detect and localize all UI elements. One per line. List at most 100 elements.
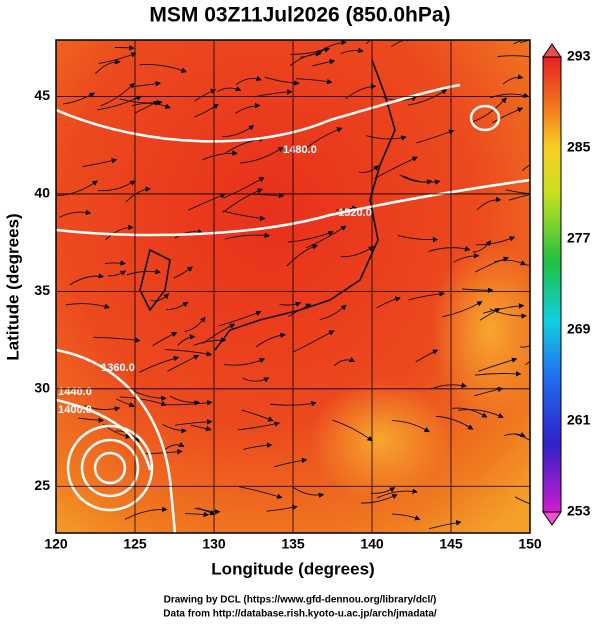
plot-field: 1480.0 1520.0 1440.0 1400.0 1360.0 [56, 40, 530, 533]
y-tick-label: 30 [34, 380, 50, 396]
streamline [476, 196, 502, 211]
streamline [105, 224, 134, 240]
colorbar-tick-label: 285 [567, 139, 591, 155]
colorbar-tick-label: 277 [567, 230, 591, 246]
contour [80, 438, 140, 498]
streamline [166, 301, 189, 311]
streamline [296, 78, 333, 85]
contour [93, 451, 127, 485]
y-tick-label: 45 [34, 87, 50, 103]
colorbar-tick-label: 269 [567, 321, 591, 337]
colorbar-extend [542, 43, 562, 58]
streamline [365, 40, 372, 45]
streamline [392, 513, 421, 521]
colorbar-tick-label: 293 [567, 48, 591, 64]
streamline [184, 316, 206, 332]
colorbar-tick-label: 261 [567, 412, 591, 428]
streamline [332, 419, 373, 442]
streamline [124, 506, 168, 520]
streamline [190, 424, 212, 432]
streamline [243, 442, 273, 450]
streamline [390, 40, 413, 48]
streamline [514, 496, 530, 505]
streamline [397, 235, 439, 243]
streamline [167, 354, 200, 372]
contour-label: 1480.0 [283, 144, 317, 156]
streamline [429, 520, 462, 530]
credit: Drawing by DCL (https://www.gfd-dennou.o… [164, 595, 437, 606]
streamline [194, 103, 219, 118]
streamline [173, 266, 193, 279]
streamline [138, 355, 180, 373]
coastline [139, 248, 171, 312]
streamline [77, 417, 105, 423]
streamline [502, 74, 524, 85]
streamline [408, 89, 447, 106]
streamline [489, 308, 527, 319]
streamline [358, 165, 379, 173]
streamline [306, 225, 347, 249]
streamline [505, 189, 530, 195]
x-tick-label: 135 [281, 536, 305, 552]
streamline [453, 252, 480, 263]
contour [56, 348, 177, 533]
streamline [119, 98, 163, 106]
streamline [478, 357, 518, 372]
streamline [188, 193, 226, 211]
streamline [470, 97, 507, 123]
contour-label: 1360.0 [101, 362, 135, 374]
streamline [461, 287, 494, 293]
title: MSM 03Z11Jul2026 (850.0hPa) [149, 4, 450, 27]
streamline [492, 107, 524, 124]
streamline [475, 236, 516, 246]
streamline [142, 449, 183, 455]
streamline [97, 95, 142, 111]
credit: Data from http://database.rish.kyoto-u.a… [163, 609, 437, 620]
streamline [279, 301, 302, 307]
streamline [100, 82, 135, 107]
streamline [139, 63, 187, 73]
streamline [497, 55, 530, 58]
contour [66, 424, 154, 512]
streamline [126, 268, 161, 276]
streamline [218, 310, 262, 327]
streamline [221, 125, 255, 138]
contour [469, 104, 501, 132]
streamline [116, 398, 135, 408]
streamline [150, 293, 169, 302]
streamline [508, 193, 530, 201]
y-tick-label: 35 [34, 282, 50, 298]
streamline [197, 507, 221, 515]
streamline [216, 86, 242, 93]
streamline [319, 304, 347, 321]
streamline [177, 334, 196, 346]
streamline [84, 405, 121, 412]
streamline [237, 421, 280, 431]
streamline [93, 336, 141, 343]
y-axis-label: Latitude (degrees) [3, 213, 22, 360]
contour-label: 1440.0 [58, 386, 92, 398]
streamline [360, 494, 398, 504]
streamline [333, 357, 356, 367]
streamline [494, 259, 527, 266]
streamline [442, 301, 483, 318]
x-tick-label: 125 [123, 536, 147, 552]
colorbar-tick-label: 253 [567, 503, 591, 519]
streamline [408, 291, 445, 301]
streamline [239, 146, 284, 164]
streamline [416, 129, 455, 144]
x-tick-label: 150 [518, 536, 542, 552]
streamline [274, 457, 308, 468]
streamline [266, 504, 298, 512]
streamline [391, 420, 430, 433]
streamline [430, 382, 467, 390]
contour-label: 1400.0 [58, 404, 92, 416]
streamline [415, 349, 439, 363]
streamline [312, 59, 336, 67]
streamline [399, 174, 433, 185]
warm-area [310, 380, 450, 500]
streamline [202, 150, 238, 161]
colorbar-extend [542, 511, 562, 526]
